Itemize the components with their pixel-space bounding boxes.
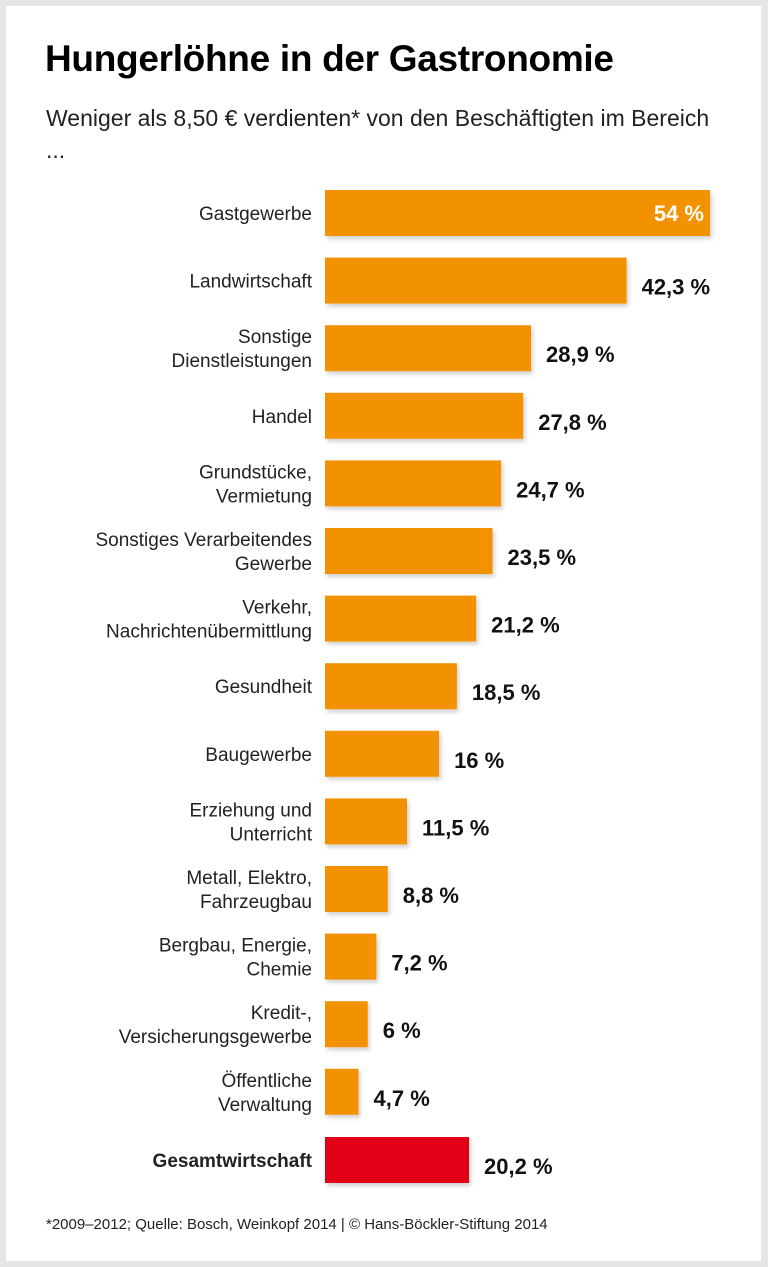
chart-subtitle: Weniger als 8,50 € verdienten* von den B… — [46, 105, 710, 163]
category-label: Sonstiges Verarbeitendes Gewerbe — [95, 530, 312, 575]
bar — [325, 798, 407, 845]
value-label: 8,8 % — [403, 883, 459, 908]
category-label: Gastgewerbe — [199, 204, 312, 225]
value-label: 54 % — [654, 201, 704, 226]
value-label: 42,3 % — [642, 275, 711, 300]
bar — [325, 730, 440, 777]
bar — [325, 595, 477, 642]
category-label: Gesundheit — [215, 677, 313, 698]
bar — [325, 663, 457, 710]
category-label: Öffentliche Verwaltung — [218, 1071, 312, 1116]
value-label: 28,9 % — [546, 342, 615, 367]
bar — [325, 460, 502, 507]
bar — [325, 1068, 359, 1115]
category-label: Landwirtschaft — [189, 272, 312, 293]
bar — [325, 933, 377, 980]
value-label: 20,2 % — [484, 1154, 553, 1179]
category-label: Grundstücke, Vermietung — [199, 462, 312, 507]
bar — [325, 528, 493, 574]
bar — [325, 1001, 368, 1048]
value-label: 4,7 % — [374, 1086, 430, 1111]
bar — [325, 325, 532, 372]
bar — [325, 392, 524, 439]
footnote: *2009–2012; Quelle: Bosch, Weinkopf 2014… — [46, 1216, 548, 1233]
value-label: 21,2 % — [491, 613, 560, 638]
category-label: Gesamtwirtschaft — [153, 1151, 313, 1172]
value-label: 6 % — [383, 1018, 421, 1043]
category-label: Bergbau, Energie, Chemie — [159, 936, 312, 981]
category-label: Sonstige Dienstleistungen — [172, 327, 312, 372]
value-label: 7,2 % — [391, 951, 447, 976]
value-label: 24,7 % — [516, 477, 585, 502]
value-label: 18,5 % — [472, 680, 541, 705]
value-label: 23,5 % — [508, 545, 576, 570]
value-label: 27,8 % — [538, 410, 607, 435]
category-label: Erziehung und Unterricht — [189, 800, 312, 845]
bar — [325, 257, 627, 304]
category-label: Baugewerbe — [205, 745, 312, 766]
value-label: 16 % — [454, 748, 504, 773]
category-label: Kredit-, Versicherungsgewerbe — [119, 1003, 312, 1048]
bar-total — [325, 1137, 470, 1183]
category-label: Verkehr, Nachrichtenübermittlung — [106, 598, 312, 643]
chart-title: Hungerlöhne in der Gastronomie — [45, 38, 614, 79]
bar — [325, 190, 710, 236]
bar — [325, 866, 388, 912]
category-label: Handel — [252, 407, 312, 428]
value-label: 11,5 % — [422, 815, 489, 840]
category-label: Metall, Elektro, Fahrzeugbau — [186, 868, 312, 913]
